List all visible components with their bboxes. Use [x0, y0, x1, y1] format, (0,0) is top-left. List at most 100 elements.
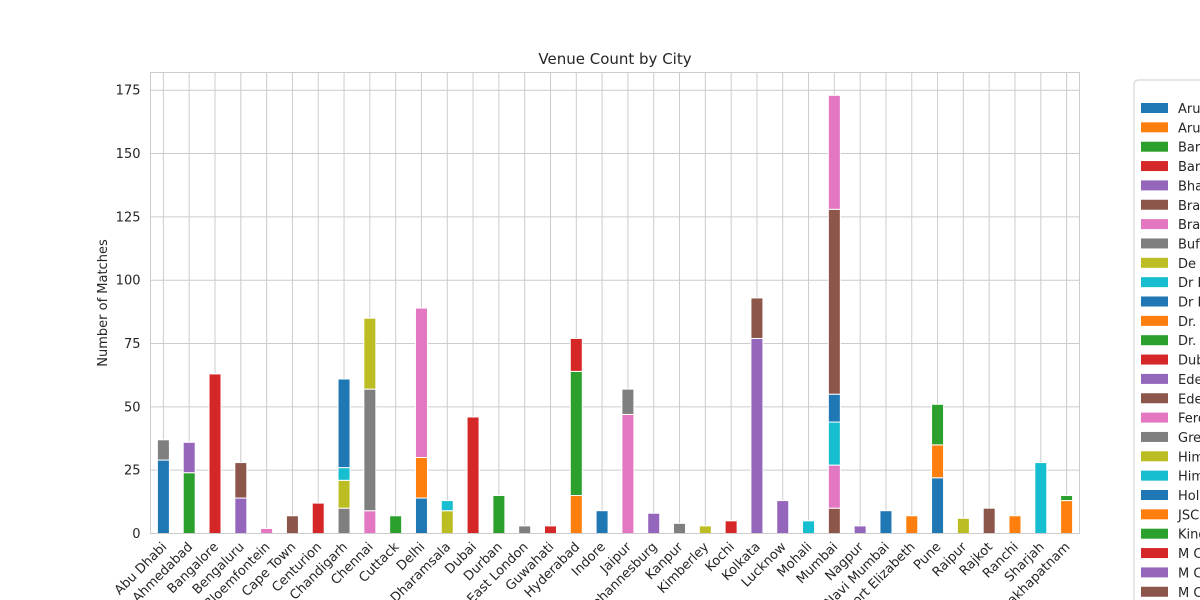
y-tick-label: 75	[124, 337, 141, 352]
legend: Aru Aru Bar Bar Bha Bra Bra Buf De Dr D Dr D Dr. Dr.…	[1133, 79, 1200, 600]
legend-label: Dr.	[1178, 334, 1196, 349]
x-axis-ticks: Abu DhabiAhmedabadBangaloreBengaluruBloe…	[112, 539, 1074, 600]
bar-segment	[621, 413, 635, 535]
legend-swatch	[1141, 354, 1168, 365]
bar-segment	[1060, 500, 1074, 535]
bar-segment	[414, 457, 428, 499]
legend-swatch	[1141, 161, 1168, 172]
bar-segment	[776, 500, 790, 535]
bar-segment	[492, 495, 506, 534]
legend-swatch	[1141, 335, 1168, 346]
bar-segment	[440, 500, 454, 512]
y-axis-ticks: 0 25 50 75 100 125 150 175	[116, 84, 141, 542]
legend-label: M C	[1178, 566, 1200, 581]
bar-segment	[285, 515, 299, 534]
bar-segment	[750, 297, 764, 339]
legend-swatch	[1141, 373, 1168, 384]
bar-segment	[879, 510, 893, 535]
y-tick-label: 50	[124, 400, 141, 415]
bar-segment	[647, 512, 661, 535]
legend-label: Ede	[1178, 392, 1200, 407]
bar-segment	[518, 525, 532, 535]
y-tick-label: 125	[116, 210, 141, 225]
bar-segment	[905, 515, 919, 534]
bar-segment	[827, 507, 841, 534]
legend-label: Him	[1178, 450, 1200, 465]
legend-swatch	[1141, 490, 1168, 500]
legend-swatch	[1141, 528, 1168, 539]
bar-segment	[208, 373, 222, 534]
bar-segment	[853, 525, 867, 535]
legend-swatch	[1141, 257, 1168, 268]
legend-swatch	[1141, 567, 1168, 578]
bar-segment	[337, 507, 351, 534]
legend-swatch	[1141, 180, 1168, 191]
legend-label: Dr.	[1178, 315, 1196, 330]
bar-segment	[595, 510, 609, 535]
bar-segment	[982, 507, 996, 534]
legend-label: Bra	[1178, 218, 1200, 233]
legend-label: De	[1178, 257, 1196, 272]
bar-segment	[363, 317, 377, 390]
legend-label: Bar	[1178, 141, 1200, 156]
bar-segment	[724, 520, 738, 534]
legend-label: M C	[1178, 547, 1200, 562]
legend-swatch	[1141, 141, 1168, 152]
bar-segment	[363, 388, 377, 512]
y-tick-label: 0	[132, 527, 140, 542]
plot-area	[150, 72, 1080, 534]
legend-label: Bar	[1178, 160, 1200, 175]
legend-swatch	[1141, 431, 1168, 442]
legend-swatch	[1141, 586, 1168, 597]
bar-segment	[827, 393, 841, 423]
bar-segment	[698, 525, 712, 535]
bars	[156, 94, 1074, 535]
legend-swatch	[1141, 393, 1168, 404]
bar-segment	[414, 497, 428, 534]
bar-segment	[389, 515, 403, 534]
legend-swatch	[1141, 103, 1168, 113]
bar-segment	[337, 479, 351, 509]
legend-swatch	[1141, 315, 1168, 326]
legend-swatch	[1141, 199, 1168, 210]
bar-segment	[931, 403, 945, 446]
bar-segment	[182, 472, 196, 535]
y-axis-label: Number of Matches	[96, 239, 111, 367]
bar-segment	[337, 378, 351, 469]
bar-segment	[827, 94, 841, 210]
bar-segment	[337, 467, 351, 481]
bar-segment	[621, 388, 635, 415]
bar-segment	[1008, 515, 1022, 534]
legend-swatch	[1141, 470, 1168, 481]
bar-segment	[931, 477, 945, 534]
bar-segment	[931, 444, 945, 479]
bar-segment	[827, 208, 841, 395]
legend-label: Bra	[1178, 199, 1200, 214]
legend-label: JSC	[1177, 508, 1199, 523]
y-tick-label: 150	[116, 147, 141, 162]
bar-segment	[802, 520, 816, 534]
legend-swatch	[1141, 296, 1168, 307]
legend-label: King	[1178, 528, 1200, 543]
legend-label: Aru	[1178, 102, 1200, 117]
legend-label: M C	[1178, 586, 1200, 600]
legend-label: Fero	[1178, 412, 1200, 427]
bar-segment	[956, 517, 970, 534]
legend-label: Dr D	[1178, 296, 1200, 311]
bar-segment	[1034, 462, 1048, 535]
y-tick-label: 100	[116, 274, 141, 289]
bar-segment	[156, 439, 170, 461]
bar-segment	[569, 337, 583, 372]
y-tick-label: 25	[124, 464, 141, 479]
legend-label: Bha	[1178, 179, 1200, 194]
legend-label: Gre	[1178, 431, 1200, 446]
legend-label: Him	[1178, 470, 1200, 485]
bar-segment	[569, 370, 583, 497]
bar-segment	[234, 497, 248, 534]
legend-label: Dub	[1178, 354, 1200, 369]
bar-segment	[311, 502, 325, 535]
legend-label: Ede	[1178, 373, 1200, 388]
legend-swatch	[1141, 412, 1168, 423]
bar-segment	[750, 337, 764, 535]
bar-segment	[827, 464, 841, 509]
